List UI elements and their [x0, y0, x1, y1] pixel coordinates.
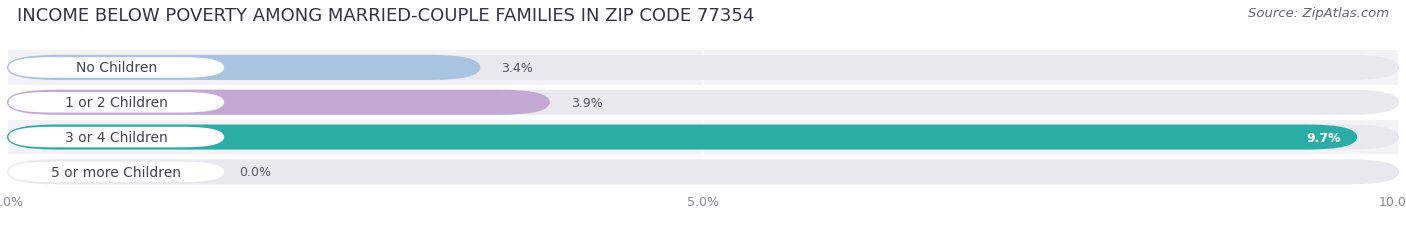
Text: INCOME BELOW POVERTY AMONG MARRIED-COUPLE FAMILIES IN ZIP CODE 77354: INCOME BELOW POVERTY AMONG MARRIED-COUPL… — [17, 7, 754, 25]
Text: 0.0%: 0.0% — [239, 166, 271, 179]
Text: 3.4%: 3.4% — [501, 62, 533, 75]
FancyBboxPatch shape — [7, 85, 1399, 120]
FancyBboxPatch shape — [7, 56, 481, 81]
FancyBboxPatch shape — [7, 90, 1399, 115]
FancyBboxPatch shape — [7, 125, 1399, 150]
Text: No Children: No Children — [76, 61, 157, 75]
Text: Source: ZipAtlas.com: Source: ZipAtlas.com — [1249, 7, 1389, 20]
FancyBboxPatch shape — [8, 93, 224, 113]
FancyBboxPatch shape — [8, 162, 224, 182]
Text: 3 or 4 Children: 3 or 4 Children — [65, 131, 167, 144]
FancyBboxPatch shape — [7, 155, 1399, 189]
Text: 9.7%: 9.7% — [1306, 131, 1340, 144]
FancyBboxPatch shape — [8, 127, 224, 148]
FancyBboxPatch shape — [7, 125, 1357, 150]
FancyBboxPatch shape — [7, 56, 1399, 81]
Text: 3.9%: 3.9% — [571, 96, 603, 109]
FancyBboxPatch shape — [7, 51, 1399, 85]
FancyBboxPatch shape — [7, 160, 1399, 185]
Text: 5 or more Children: 5 or more Children — [51, 165, 181, 179]
FancyBboxPatch shape — [7, 120, 1399, 155]
FancyBboxPatch shape — [8, 58, 224, 78]
Text: 1 or 2 Children: 1 or 2 Children — [65, 96, 167, 110]
FancyBboxPatch shape — [7, 90, 550, 115]
